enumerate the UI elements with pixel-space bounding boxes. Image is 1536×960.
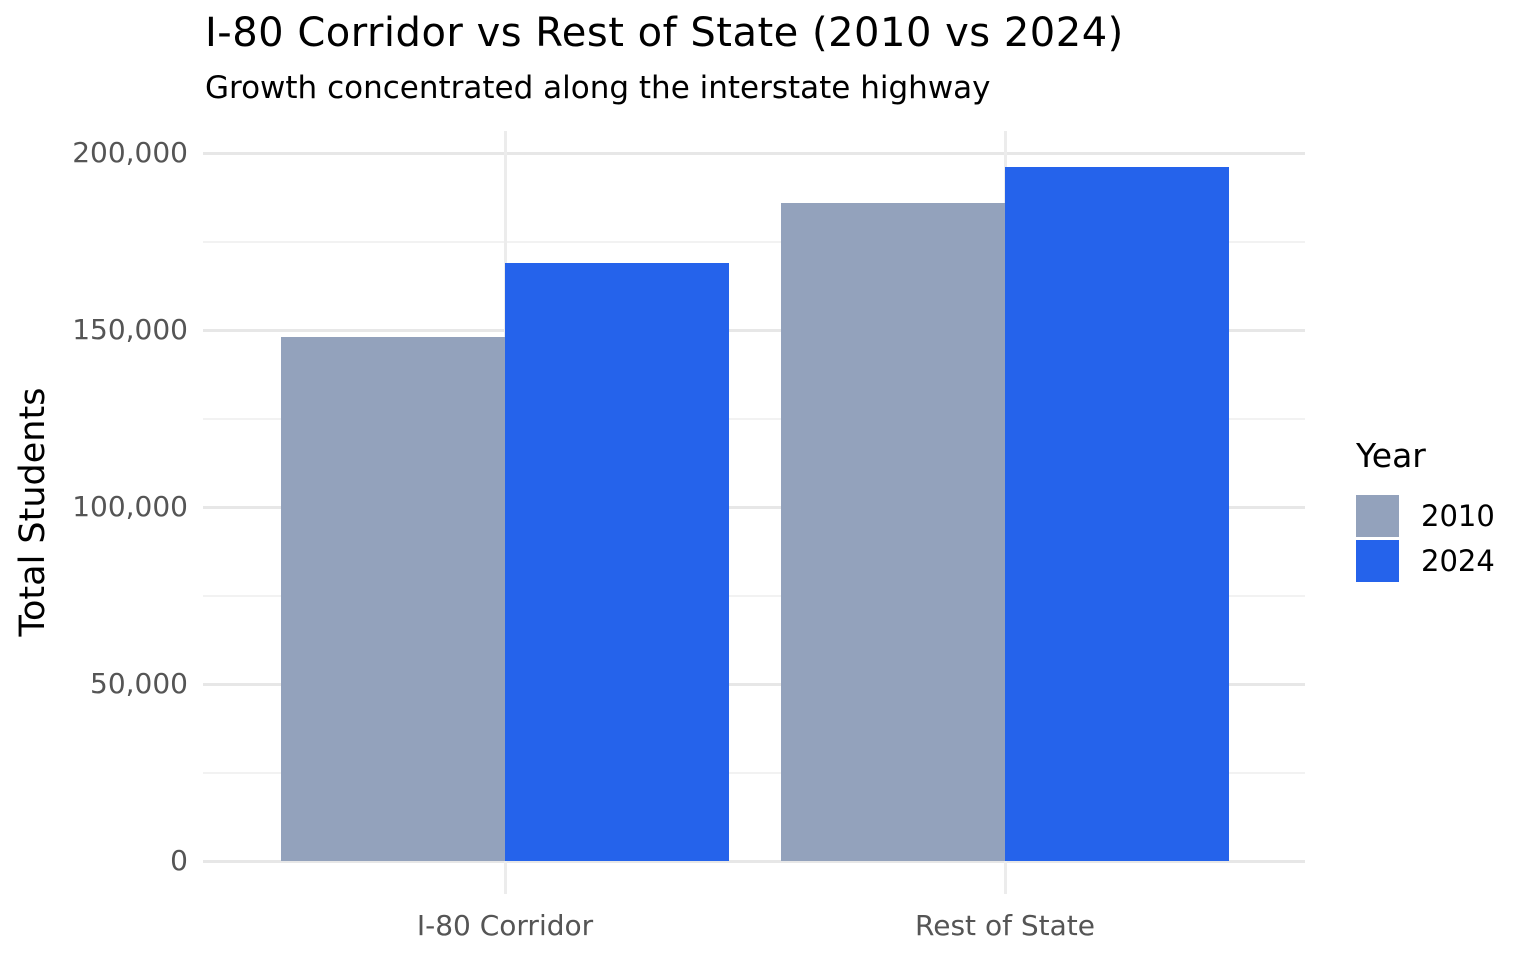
minor-gridline [203,772,1305,774]
legend-item-2010: 2010 [1356,495,1495,537]
minor-gridline [203,595,1305,597]
chart-subtitle: Growth concentrated along the interstate… [205,70,991,106]
legend-swatch-2024 [1356,540,1399,582]
major-gridline [203,506,1305,509]
legend-swatch-2010 [1356,495,1399,537]
legend-items: 2010 2024 [1356,495,1495,582]
bar-i-80-corridor-2010 [281,337,505,861]
legend-label: 2024 [1421,544,1495,578]
bar-i-80-corridor-2024 [505,263,729,861]
bar-rest-of-state-2024 [1005,167,1229,861]
minor-gridline [203,241,1305,243]
major-gridline [203,683,1305,686]
x-tick-label: Rest of State [915,909,1095,942]
minor-gridline [203,418,1305,420]
legend: Year 2010 2024 [1356,436,1495,585]
y-tick-label: 100,000 [72,490,188,523]
bar-rest-of-state-2010 [781,203,1005,861]
chart-title: I-80 Corridor vs Rest of State (2010 vs … [205,10,1124,56]
y-tick-label: 0 [170,844,188,877]
x-tick-label: I-80 Corridor [416,909,594,942]
y-tick-label: 50,000 [90,667,188,700]
legend-item-2024: 2024 [1356,540,1495,582]
major-gridline [203,860,1305,863]
y-tick-label: 150,000 [72,313,188,346]
major-gridline [203,329,1305,332]
y-tick-label: 200,000 [72,136,188,169]
legend-label: 2010 [1421,499,1495,533]
major-gridline [203,152,1305,155]
legend-title: Year [1356,436,1426,475]
